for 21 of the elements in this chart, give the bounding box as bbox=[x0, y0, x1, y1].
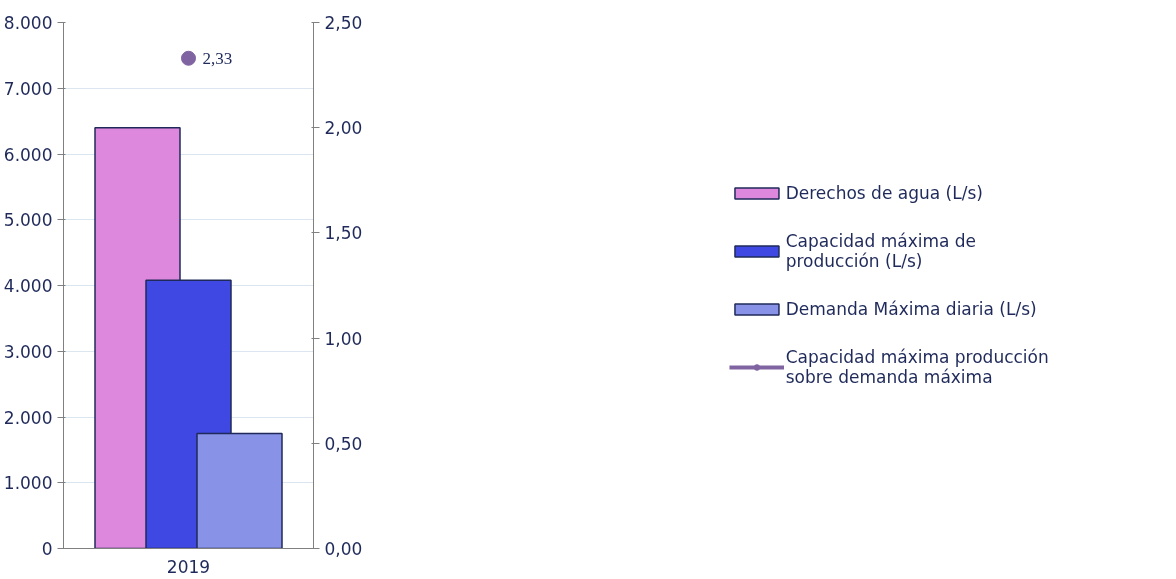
y2-tick-label: 1,00 bbox=[324, 328, 363, 349]
y-tick-label: 3.000 bbox=[3, 341, 53, 362]
y-tick-label: 0 bbox=[41, 539, 53, 559]
y2-tick-label: 2,50 bbox=[324, 13, 363, 33]
legend-label: Capacidad máxima de producción (L/s) bbox=[785, 231, 977, 271]
y-tick-label: 4.000 bbox=[3, 276, 53, 296]
y-tick-label: 7.000 bbox=[3, 78, 53, 99]
y-tick-label: 1.000 bbox=[3, 473, 53, 494]
legend-label: Derechos de agua (L/s) bbox=[785, 183, 983, 203]
y-tick-label: 5.000 bbox=[3, 210, 53, 231]
y2-tick-label: 1,50 bbox=[324, 223, 363, 244]
y-tick-label: 2.000 bbox=[3, 407, 53, 428]
data-label: 2,33 bbox=[202, 48, 233, 68]
y-tick-label: 6.000 bbox=[3, 144, 53, 165]
legend-label: Capacidad máxima producción sobre demanda máxima bbox=[785, 347, 1049, 387]
y2-tick-label: 2,00 bbox=[324, 118, 363, 139]
y-tick-label: 8.000 bbox=[3, 13, 53, 33]
y2-tick-label: 0,50 bbox=[324, 433, 363, 454]
legend-label: Demanda Máxima diaria (L/s) bbox=[785, 299, 1037, 319]
x-tick-label: 2019 bbox=[166, 556, 211, 577]
y2-tick-label: 0,00 bbox=[324, 539, 363, 559]
